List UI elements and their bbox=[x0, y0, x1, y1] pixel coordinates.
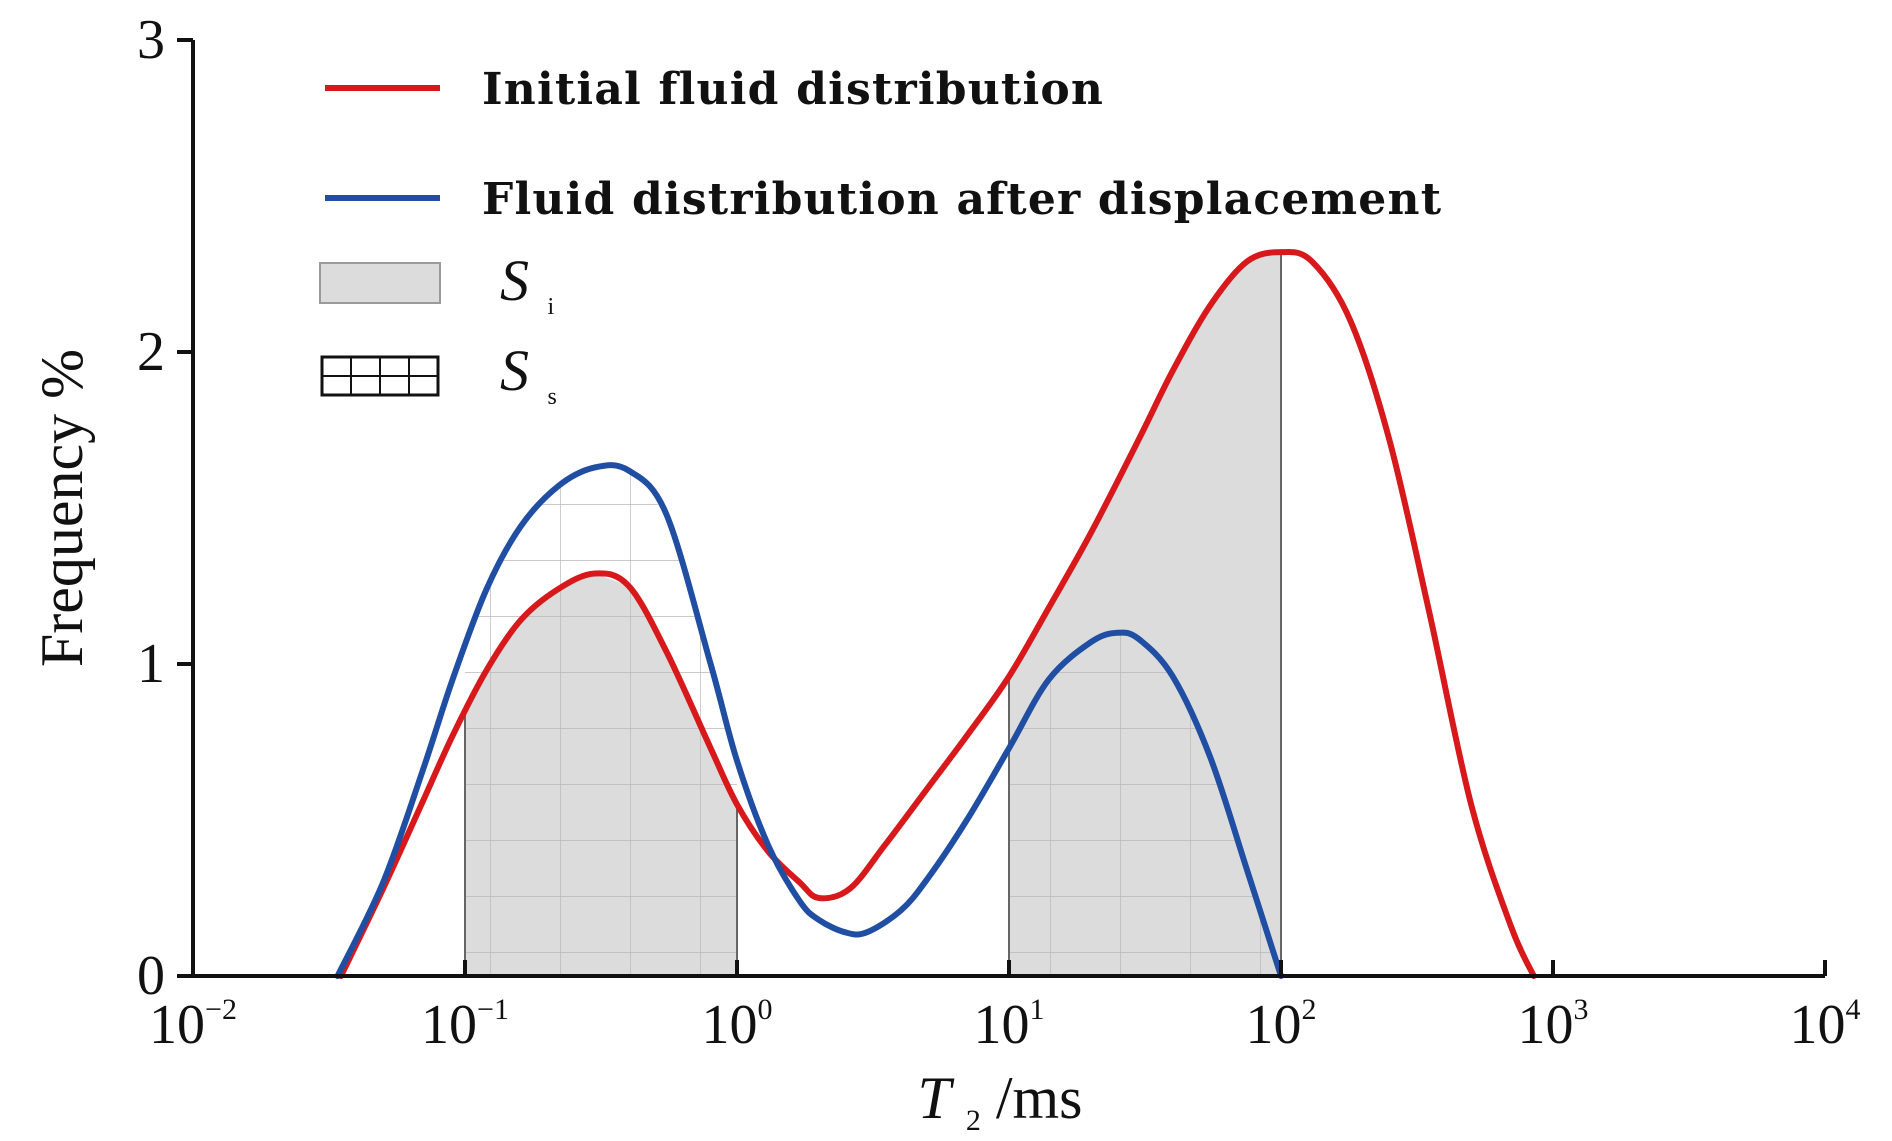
x-axis-title-prefix: T bbox=[917, 1065, 954, 1131]
legend-ss-main: S bbox=[500, 338, 529, 403]
x-tick-label-6: 104 bbox=[1790, 993, 1861, 1056]
y-axis-title: Frequency % bbox=[29, 349, 95, 667]
series-curves bbox=[334, 249, 1537, 979]
x-tick-label-5: 103 bbox=[1518, 993, 1589, 1056]
y-tick-label-2: 2 bbox=[137, 321, 165, 383]
hatch-regions bbox=[465, 467, 1281, 976]
x-tick-label-2: 100 bbox=[702, 993, 773, 1056]
y-axis-ticks: 0 1 2 3 bbox=[137, 9, 193, 1007]
x-tick-label-1: 10−1 bbox=[421, 993, 509, 1056]
legend: Initial fluid distribution Fluid distrib… bbox=[319, 64, 1442, 410]
x-tick-label-0: 10−2 bbox=[149, 993, 237, 1056]
y-tick-label-0: 0 bbox=[137, 945, 165, 1007]
legend-si-label: S i bbox=[500, 248, 555, 320]
initial-fluid-curve bbox=[337, 249, 1537, 979]
legend-si-swatch bbox=[319, 262, 441, 304]
x-axis-title-suffix: /ms bbox=[996, 1065, 1083, 1131]
y-tick-label-3: 3 bbox=[137, 9, 165, 71]
ss-region-3 bbox=[1009, 632, 1281, 976]
legend-after-label: Fluid distribution after displacement bbox=[482, 174, 1442, 225]
x-axis-ticks: 10−2 10−1 100 101 102 103 104 bbox=[149, 960, 1861, 1056]
region-boundaries bbox=[464, 252, 1282, 976]
legend-si-subscript: i bbox=[548, 294, 555, 320]
x-tick-label-3: 101 bbox=[974, 993, 1045, 1056]
ss-region-1 bbox=[465, 467, 737, 976]
y-tick-label-1: 1 bbox=[137, 633, 165, 695]
x-axis-title: T 2 /ms bbox=[917, 1065, 1082, 1141]
legend-ss-label: S s bbox=[500, 338, 557, 410]
x-tick-label-4: 102 bbox=[1246, 993, 1317, 1056]
legend-ss-subscript: s bbox=[548, 384, 557, 410]
legend-si-main: S bbox=[500, 248, 529, 313]
legend-ss-swatch bbox=[320, 355, 440, 397]
after-displacement-curve bbox=[334, 462, 1284, 979]
x-axis-title-subscript: 2 bbox=[966, 1104, 981, 1137]
legend-initial-label: Initial fluid distribution bbox=[482, 64, 1104, 115]
